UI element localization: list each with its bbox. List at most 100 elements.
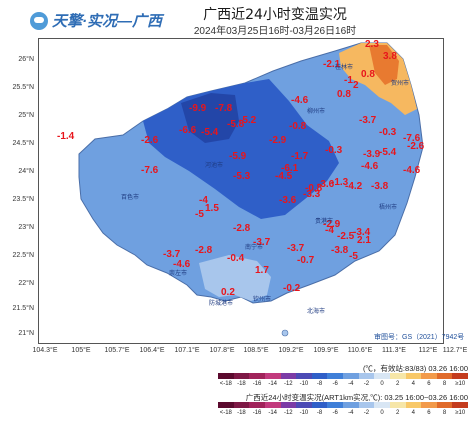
x-label: 112°E bbox=[418, 347, 438, 354]
station-value: -0.2 bbox=[283, 283, 301, 294]
legend-tick: -12 bbox=[283, 410, 293, 416]
legend-color-bar-bottom bbox=[218, 402, 468, 408]
legend-tick: 2 bbox=[396, 410, 400, 416]
y-label: 23°N bbox=[18, 224, 34, 231]
station-value: 2.1 bbox=[357, 235, 371, 246]
legend-tick: <-18 bbox=[219, 381, 232, 387]
station-value: -4 bbox=[325, 225, 334, 236]
sea-area bbox=[39, 269, 443, 343]
weather-logo-icon bbox=[30, 11, 48, 30]
legend-tick: 4 bbox=[411, 410, 415, 416]
legend-tick: 8 bbox=[442, 381, 447, 387]
legend-tick: 0 bbox=[380, 410, 384, 416]
station-value: -0.8 bbox=[289, 121, 307, 132]
legend-tick: <-18 bbox=[219, 410, 232, 416]
page-title: 广西近24小时变温实况 bbox=[203, 7, 347, 23]
legend-swatch bbox=[264, 373, 281, 379]
legend-tick: -4 bbox=[348, 410, 354, 416]
station-value: -2.8 bbox=[195, 245, 213, 256]
station-value: -3.7 bbox=[287, 243, 305, 254]
station-value: -1 bbox=[344, 75, 353, 86]
legend-swatch bbox=[389, 402, 406, 408]
legend-tick: 0 bbox=[380, 381, 384, 387]
y-label: 22°N bbox=[18, 280, 34, 287]
legend-swatch bbox=[280, 373, 297, 379]
station-value: -0.7 bbox=[297, 255, 315, 266]
logo-text: 天擎·实况—广西 bbox=[52, 13, 162, 30]
legend-tick: -10 bbox=[299, 381, 309, 387]
legend-tick: ≥10 bbox=[455, 410, 466, 416]
legend-swatch bbox=[296, 402, 312, 408]
x-label: 109.9°E bbox=[313, 347, 339, 354]
town-name: 贵港市 bbox=[315, 217, 333, 225]
legend-swatch bbox=[374, 402, 390, 408]
legend-tick: 6 bbox=[427, 410, 431, 416]
legend-swatch bbox=[296, 373, 312, 379]
coldest-zone-north bbox=[181, 93, 239, 143]
legend-tick: -16 bbox=[252, 410, 262, 416]
legend-swatch bbox=[436, 402, 453, 408]
station-value: -3.7 bbox=[253, 237, 271, 248]
x-label: 111.3°E bbox=[382, 347, 406, 354]
legend-swatch bbox=[327, 402, 343, 408]
legend-swatch bbox=[343, 373, 359, 379]
station-value: -2.8 bbox=[233, 223, 251, 234]
legend-swatch bbox=[233, 402, 250, 408]
y-label: 24.5°N bbox=[12, 140, 34, 147]
legend-tick: 6 bbox=[427, 381, 431, 387]
review-number: 审图号：GS（2021）7942号 bbox=[374, 334, 465, 341]
legend-swatch bbox=[264, 402, 281, 408]
x-label: 104.3°E bbox=[32, 347, 58, 354]
legend-swatch bbox=[358, 373, 375, 379]
x-label: 109.2°E bbox=[278, 347, 304, 354]
legend-swatch bbox=[280, 402, 297, 408]
station-value: -7.6 bbox=[141, 165, 159, 176]
time-range-subtitle: 2024年03月25日16时-03月26日16时 bbox=[193, 26, 357, 37]
station-value: -3.9 bbox=[363, 149, 381, 160]
station-value: 1.5 bbox=[205, 203, 219, 214]
x-label: 106.4°E bbox=[139, 347, 165, 354]
legend-swatch bbox=[311, 373, 328, 379]
mild-zone-south bbox=[199, 255, 271, 301]
x-label: 110.6°E bbox=[347, 347, 373, 354]
station-value: -3.3 bbox=[303, 189, 321, 200]
town-name: 防城港市 bbox=[209, 299, 233, 307]
x-label: 112.7°E bbox=[442, 347, 468, 354]
station-value: -3.7 bbox=[163, 249, 181, 260]
legend-swatch bbox=[452, 373, 468, 379]
legend-tick: -4 bbox=[348, 381, 354, 387]
station-value: -3.8 bbox=[371, 181, 389, 192]
legend-tick: ≥10 bbox=[455, 381, 466, 387]
station-value: -4.6 bbox=[403, 165, 421, 176]
station-value: -3.7 bbox=[359, 115, 377, 126]
legend-swatch bbox=[343, 402, 359, 408]
station-value: -2.5 bbox=[337, 231, 355, 242]
station-value: 0.8 bbox=[361, 69, 375, 80]
x-label: 105.7°E bbox=[104, 347, 130, 354]
legend-tick: -6 bbox=[332, 410, 338, 416]
legend-tick: 8 bbox=[442, 410, 447, 416]
legend-tick: -8 bbox=[316, 381, 323, 387]
y-label: 24°N bbox=[18, 168, 34, 175]
town-name: 钦州市 bbox=[253, 295, 271, 303]
station-value: -4.6 bbox=[173, 259, 191, 270]
x-label: 107.8°E bbox=[209, 347, 235, 354]
legend-note-top: (℃，有效站:83/83) 03.26 16:00 bbox=[362, 364, 468, 373]
station-value: -4.6 bbox=[291, 95, 309, 106]
station-value: -5.9 bbox=[229, 151, 247, 162]
legend-swatch bbox=[327, 373, 343, 379]
legend-swatch bbox=[421, 402, 437, 408]
temperature-change-map[interactable]: 2.3 -2.1 3.8 0.8 2 -1 0.8 -9.9 -7.8 -5.8 -4.6 -1.4 -… bbox=[38, 38, 444, 344]
legend-ticks-bottom: <-18 -18 -16 -14 -12 -10 -8 -6 -4 -2 0 2… bbox=[218, 410, 468, 416]
legend-tick: -8 bbox=[316, 410, 323, 416]
y-label: 22.5°N bbox=[12, 252, 34, 259]
legend-tick: -10 bbox=[299, 410, 309, 416]
station-value: -5 bbox=[349, 251, 358, 262]
town-name: 柳州市 bbox=[307, 107, 325, 115]
x-label: 107.1°E bbox=[174, 347, 200, 354]
y-label: 23.5°N bbox=[12, 196, 34, 203]
legend-color-bar-top bbox=[218, 373, 468, 379]
station-value: 0.8 bbox=[337, 89, 351, 100]
legend-note-bottom: 广西近24小时变温实况(ART1km实况,℃): 03.25 16:00~03.… bbox=[245, 393, 468, 402]
x-label: 108.5°E bbox=[243, 347, 269, 354]
